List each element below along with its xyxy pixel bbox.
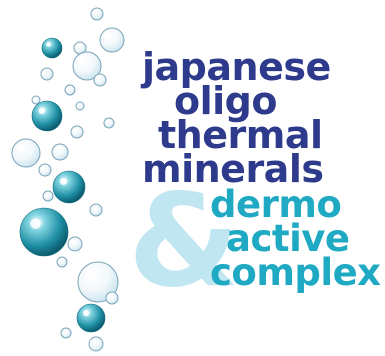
bubble-highlight (59, 177, 67, 185)
bubble-highlight (67, 87, 70, 90)
bubble-highlight (33, 97, 36, 100)
bubble-highlight (92, 340, 96, 344)
bubble-highlight (45, 193, 48, 196)
water-bubble (105, 291, 119, 305)
title-line-minerals: minerals (142, 147, 324, 191)
title-line-oligo: oligo (174, 79, 277, 123)
title-line-japanese: japanese (142, 45, 331, 89)
water-bubble (64, 84, 76, 96)
bubble-highlight (38, 107, 46, 115)
water-bubble (51, 143, 69, 161)
subtitle-line-dermo: dermo (210, 183, 342, 226)
bubble-highlight (73, 128, 77, 132)
water-bubble (41, 37, 63, 59)
water-bubble (52, 170, 86, 204)
bubble-highlight (41, 166, 45, 170)
water-bubble (19, 207, 69, 257)
subtitle-line-active: active (226, 217, 350, 260)
bubble-highlight (30, 218, 41, 229)
bubble-highlight (79, 58, 86, 65)
water-bubble (67, 236, 83, 252)
bubble-highlight (96, 76, 100, 80)
water-bubble (88, 336, 104, 352)
bubble-highlight (59, 259, 62, 262)
bubble-highlight (86, 270, 96, 280)
bubble-highlight (63, 330, 66, 333)
bubble-highlight (77, 103, 80, 106)
title-line-thermal: thermal (158, 113, 323, 157)
bubble-highlight (83, 310, 90, 317)
water-bubble (42, 190, 54, 202)
bubble-highlight (93, 10, 97, 14)
water-bubble (60, 327, 72, 339)
bubble-highlight (46, 42, 51, 47)
bubble-highlight (92, 206, 96, 210)
bubble-highlight (71, 240, 75, 244)
bubble-highlight (18, 145, 25, 152)
water-bubble (93, 73, 107, 87)
water-bubble (56, 256, 68, 268)
subtitle-line-complex: complex (210, 251, 381, 294)
ampersand-glyph: & (128, 167, 240, 316)
bubble-highlight (108, 294, 112, 298)
water-bubble (75, 101, 85, 111)
water-bubble (70, 125, 84, 139)
water-bubble (11, 138, 41, 168)
water-bubble (99, 27, 125, 53)
water-bubble (31, 95, 41, 105)
bubble-highlight (55, 147, 59, 151)
water-bubble (90, 7, 104, 21)
water-bubble (89, 203, 103, 217)
water-bubble (38, 163, 52, 177)
water-bubble (103, 117, 115, 129)
bubble-highlight (105, 33, 111, 39)
bubble-highlight (106, 120, 109, 123)
bubble-highlight (76, 44, 80, 48)
water-bubble (40, 67, 54, 81)
bubble-highlight (43, 70, 47, 74)
water-bubble (31, 100, 63, 132)
water-bubble (76, 303, 106, 333)
